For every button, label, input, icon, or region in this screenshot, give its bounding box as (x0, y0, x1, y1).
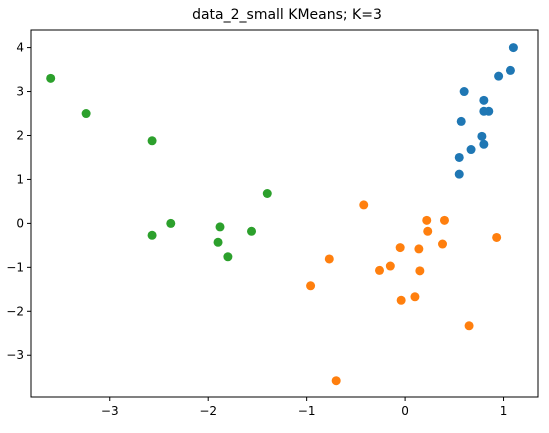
data-point-cluster-2 (247, 226, 257, 236)
x-tick-label: −1 (298, 404, 316, 418)
data-point-cluster-2 (147, 136, 157, 146)
data-point-cluster-1 (410, 292, 420, 302)
plot-area-frame (30, 29, 539, 398)
data-point-cluster-2 (262, 189, 272, 199)
data-point-cluster-0 (456, 116, 466, 126)
data-point-cluster-1 (439, 215, 449, 225)
y-tick-label: −3 (6, 348, 24, 362)
data-point-cluster-2 (215, 222, 225, 232)
y-tick-label: 1 (16, 172, 24, 186)
data-point-cluster-1 (385, 261, 395, 271)
y-tick-label: 3 (16, 85, 24, 99)
data-point-cluster-2 (147, 230, 157, 240)
y-tick-label: −1 (6, 260, 24, 274)
axis-ticks: −3 −2 −1 0 1 −3 −2 −1 0 1 2 3 4 (6, 41, 507, 418)
data-point-cluster-2 (46, 73, 56, 83)
data-point-cluster-0 (479, 139, 489, 149)
y-tick-label: 0 (16, 216, 24, 230)
data-point-cluster-2 (166, 218, 176, 228)
data-points (46, 43, 518, 386)
data-point-cluster-1 (324, 254, 334, 264)
y-tick-label: −2 (6, 304, 24, 318)
data-point-cluster-1 (396, 295, 406, 305)
data-point-cluster-2 (213, 237, 223, 247)
data-point-cluster-0 (479, 106, 489, 116)
y-tick-label: 2 (16, 128, 24, 142)
data-point-cluster-1 (375, 265, 385, 275)
data-point-cluster-0 (454, 169, 464, 179)
data-point-cluster-1 (423, 226, 433, 236)
data-point-cluster-1 (359, 200, 369, 210)
data-point-cluster-1 (422, 215, 432, 225)
data-point-cluster-2 (81, 109, 91, 119)
data-point-cluster-0 (505, 65, 515, 75)
data-point-cluster-1 (306, 281, 316, 291)
data-point-cluster-0 (454, 152, 464, 162)
data-point-cluster-0 (459, 87, 469, 97)
x-tick-label: −3 (101, 404, 119, 418)
data-point-cluster-1 (492, 232, 502, 242)
data-point-cluster-1 (414, 244, 424, 254)
data-point-cluster-0 (508, 43, 518, 53)
data-point-cluster-0 (466, 145, 476, 155)
data-point-cluster-1 (438, 239, 448, 249)
data-point-cluster-1 (415, 266, 425, 276)
x-tick-label: 1 (500, 404, 508, 418)
x-tick-label: −2 (199, 404, 217, 418)
x-tick-label: 0 (401, 404, 409, 418)
chart-title: data_2_small KMeans; K=3 (192, 7, 382, 23)
data-point-cluster-2 (223, 252, 233, 262)
data-point-cluster-1 (464, 321, 474, 331)
data-point-cluster-1 (331, 376, 341, 386)
data-point-cluster-0 (477, 131, 487, 141)
y-tick-label: 4 (16, 41, 24, 55)
data-point-cluster-1 (395, 243, 405, 253)
data-point-cluster-0 (479, 95, 489, 105)
data-point-cluster-0 (494, 71, 504, 81)
